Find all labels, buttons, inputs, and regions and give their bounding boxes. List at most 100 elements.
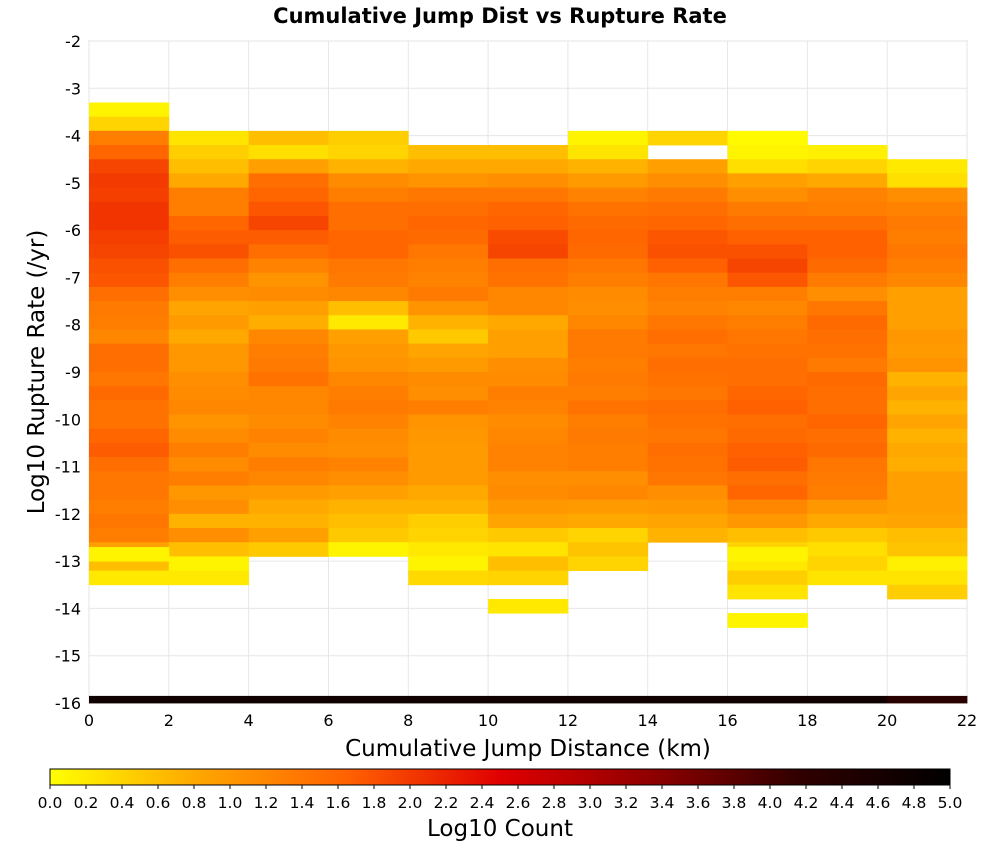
heatmap-cell [807, 159, 888, 174]
heatmap-cell [727, 244, 808, 259]
y-tick-label: -16 [55, 694, 81, 713]
heatmap-cell [488, 201, 569, 217]
heatmap-cell [328, 215, 409, 231]
heatmap-cell [647, 442, 728, 458]
heatmap-cell [328, 145, 409, 160]
heatmap-cell [807, 272, 888, 288]
heatmap-cell [168, 542, 250, 557]
heatmap-cell [567, 485, 649, 501]
heatmap-cell [647, 201, 728, 217]
heatmap-cell [807, 414, 888, 430]
heatmap-cell [168, 130, 250, 146]
heatmap-cell [248, 159, 329, 174]
colorbar-tick-label: 0.4 [110, 794, 135, 812]
heatmap-cell [168, 244, 250, 259]
heatmap-cell [887, 457, 968, 472]
heatmap-cell [567, 173, 649, 188]
heatmap-cell [89, 457, 170, 472]
heatmap-cell [807, 173, 888, 188]
heatmap-cell [647, 428, 728, 444]
heatmap-cell [807, 471, 888, 486]
heatmap-cell [168, 201, 250, 217]
colorbar-label: Log10 Count [427, 816, 573, 842]
heatmap-cell [168, 230, 250, 245]
heatmap-cell [328, 414, 409, 430]
heatmap-cell [248, 414, 329, 430]
heatmap-cell [488, 457, 569, 472]
heatmap-cell [887, 695, 968, 704]
heatmap-cell [89, 173, 170, 188]
heatmap-cell [248, 343, 329, 359]
heatmap-cell [328, 695, 409, 704]
heatmap-cell [328, 258, 409, 274]
heatmap-cell [408, 570, 489, 586]
x-tick-label: 16 [717, 711, 737, 730]
x-tick-label: 6 [323, 711, 333, 730]
heatmap-cell [408, 513, 489, 529]
heatmap-cell [727, 570, 808, 586]
heatmap-cell [488, 343, 569, 359]
heatmap-cell [248, 428, 329, 444]
heatmap-cell [408, 244, 489, 259]
heatmap-cell [248, 695, 329, 704]
heatmap-cell [408, 528, 489, 543]
heatmap-cell [248, 542, 329, 557]
y-tick-label: -4 [65, 127, 81, 146]
y-axis-ticks: -2 -3 -4 -5 -6 -7 -8 -9 -10 -11 -12 -13 -14 -15 -16 [55, 32, 81, 713]
heatmap-cell [887, 372, 968, 387]
heatmap-cell [89, 159, 170, 174]
heatmap-cell [248, 130, 329, 146]
heatmap-cell [488, 471, 569, 486]
x-tick-label: 20 [877, 711, 897, 730]
x-tick-label: 2 [164, 711, 174, 730]
colorbar-tick-label: 3.4 [650, 794, 675, 812]
heatmap-cell [887, 357, 968, 373]
heatmap-cell [488, 542, 569, 557]
heatmap-cell [727, 215, 808, 231]
heatmap-cell [807, 329, 888, 345]
heatmap-cell [488, 428, 569, 444]
heatmap-cell [328, 286, 409, 302]
y-tick-label: -12 [55, 505, 81, 524]
heatmap-cell [328, 485, 409, 501]
heatmap-cell [807, 301, 888, 316]
y-tick-label: -9 [65, 363, 81, 382]
heatmap-cell [727, 528, 808, 543]
colorbar-tick-label: 0.6 [146, 794, 171, 812]
heatmap-cell [168, 695, 250, 704]
heatmap-cell [807, 556, 888, 571]
x-tick-label: 4 [244, 711, 254, 730]
colorbar-tick-label: 1.8 [362, 794, 387, 812]
heatmap-cell [727, 258, 808, 274]
colorbar-tick-label: 4.8 [902, 794, 927, 812]
heatmap-cell [408, 315, 489, 330]
heatmap-cell [89, 414, 170, 430]
heatmap-cell [567, 414, 649, 430]
heatmap-cell [328, 542, 409, 557]
y-tick-label: -7 [65, 268, 81, 287]
heatmap-cell [248, 329, 329, 345]
heatmap-cell [807, 372, 888, 387]
heatmap-cell [328, 230, 409, 245]
heatmap-cell [887, 329, 968, 345]
heatmap-cell [89, 201, 170, 217]
heatmap-cell [567, 286, 649, 302]
heatmap-cell [807, 187, 888, 203]
heatmap-cell [567, 201, 649, 217]
heatmap-cell [887, 386, 968, 401]
heatmap-cell [408, 173, 489, 188]
x-tick-label: 10 [478, 711, 498, 730]
heatmap-cell [567, 244, 649, 259]
heatmap-cell [328, 499, 409, 515]
heatmap-cell [248, 471, 329, 486]
y-tick-label: -8 [65, 316, 81, 335]
heatmap-cell [89, 286, 170, 302]
heatmap-cell [328, 159, 409, 174]
x-tick-label: 14 [638, 711, 658, 730]
heatmap-cell [887, 499, 968, 515]
heatmap-cell [887, 471, 968, 486]
heatmap-cell [887, 215, 968, 231]
heatmap-cell [89, 329, 170, 345]
heatmap-cell [488, 230, 569, 245]
